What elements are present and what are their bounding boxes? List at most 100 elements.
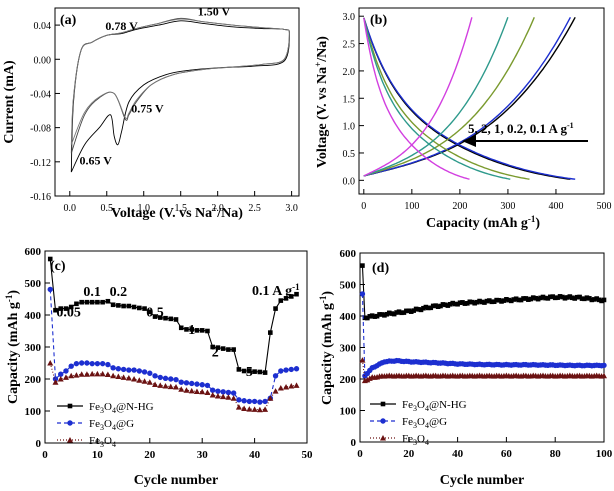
legend-label-part: O [417,399,425,411]
data-point-square [404,308,409,314]
data-point-triangle [141,378,148,384]
legend-label-suffix: @G [116,418,134,430]
data-point-square [591,297,597,302]
charge-curve [363,16,572,177]
data-point-square [406,308,412,314]
y-tick-label: 1.5 [343,94,356,105]
data-point-circle [230,390,237,396]
data-point-square [491,299,497,304]
data-point-square [506,297,512,303]
data-point-triangle [246,406,253,412]
data-point-circle [189,380,195,387]
data-point-square [565,295,570,300]
data-point-square [552,295,558,301]
data-point-square [147,309,153,315]
data-point-square [294,291,299,297]
data-point-square [462,301,468,306]
data-point-square [152,314,158,319]
data-point-square [455,301,460,307]
peak-annotation: 0.78 V [105,19,138,33]
discharge-curve [363,17,470,180]
x-tick-label: 1.5 [174,203,187,214]
data-point-square [557,294,563,299]
data-point-square [268,330,273,335]
data-point-square [560,294,565,300]
data-point-circle [272,373,279,379]
legend-label: Fe3O4 [89,435,116,449]
data-point-square [184,327,189,332]
data-point-square [121,303,126,309]
data-point-square [579,296,585,301]
rate-label: 0.05 [56,306,81,321]
y-tick-label: -0.16 [30,192,51,203]
data-point-square [533,295,538,301]
panel-b-frame [358,7,605,195]
data-point-square [426,305,431,311]
legend-label-suffix: @G [429,416,447,428]
panel-b-x-label-main: Capacity (mAh g [426,216,528,231]
data-point-square [496,297,502,303]
data-point-circle [173,376,179,383]
data-point-circle [147,370,153,376]
panel-a-label: (a) [60,13,77,28]
data-point-square [236,367,242,372]
legend-label-part: Fe [89,435,100,447]
discharge-curve [363,17,511,180]
data-point-circle [73,360,80,367]
data-point-circle [168,376,174,382]
data-point-circle [246,398,253,405]
data-point-triangle [199,388,206,395]
series-first-drop [361,360,366,381]
legend-label-part: 3 [100,406,104,415]
data-point-square [89,299,95,305]
y-tick-label: 500 [25,278,42,290]
data-point-square [587,296,592,301]
data-point-circle [601,362,607,369]
y-tick-label: 3.0 [343,12,356,23]
x-tick-label: 500 [597,201,612,212]
legend-label-part: 4 [112,406,116,415]
x-tick-label: 40 [452,448,464,460]
data-point-square [569,295,575,301]
data-point-square [433,303,438,308]
data-point-square [100,299,105,305]
cv-curve [70,18,290,145]
data-point-circle [105,361,111,368]
data-point-square [535,296,541,302]
data-point-square [504,297,509,302]
legend-label-part: 3 [413,438,417,447]
data-point-triangle [110,372,117,379]
data-point-square [379,312,385,317]
data-point-square [384,311,390,317]
data-point-square [421,305,426,311]
panel-c-frame [44,250,308,444]
legend-label: Fe3O4@G [402,416,447,430]
charge-curve [363,17,535,177]
data-point-triangle [146,379,153,385]
y-tick-label: 400 [25,310,42,322]
panel-a-x-ticks: 0.0 0.5 1.0 1.5 2.0 2.5 3.0 [64,191,298,214]
legend-label-part: O [104,435,112,447]
data-point-square [445,303,451,308]
data-point-square [562,295,568,301]
peak-annotation: 1.50 V [198,5,231,19]
data-point-square [382,313,387,318]
data-point-square [523,296,529,301]
data-point-square [440,302,446,307]
data-point-square [58,306,64,311]
y-tick-label: 300 [25,342,42,354]
data-point-square [257,369,263,375]
data-point-triangle [214,392,221,399]
panel-a-y-ticks: 0.04 0.00 -0.04 -0.08 -0.12 -0.16 [30,21,60,203]
panel-b-x-label-sup: -1 [528,214,536,224]
data-point-circle [68,363,74,369]
panel-b-annotation: 5, 2, 1, 0.2, 0.1 A g-1 [468,121,574,136]
data-point-square [386,310,392,316]
data-point-triangle [167,383,174,390]
panel-b-y-label-main: Voltage (V. vs Na [315,67,330,168]
data-point-square [418,307,424,313]
data-point-circle [257,399,263,405]
panel-a-x-label-main: Voltage (V. vs Na [111,206,212,221]
charge-curve [363,17,473,177]
legend-label-part: Fe [89,401,100,413]
